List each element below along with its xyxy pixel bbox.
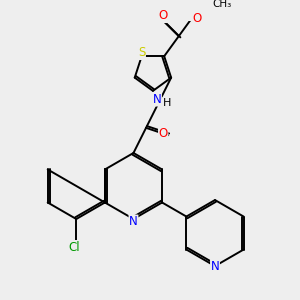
Text: N: N <box>129 215 138 228</box>
Text: N: N <box>153 93 161 106</box>
Text: O: O <box>159 9 168 22</box>
Text: CH₃: CH₃ <box>213 0 232 9</box>
Text: Cl: Cl <box>69 241 80 254</box>
Text: N: N <box>211 260 219 273</box>
Text: O: O <box>193 12 202 25</box>
Text: S: S <box>138 46 146 59</box>
Text: O: O <box>159 127 168 140</box>
Text: H: H <box>163 98 171 108</box>
